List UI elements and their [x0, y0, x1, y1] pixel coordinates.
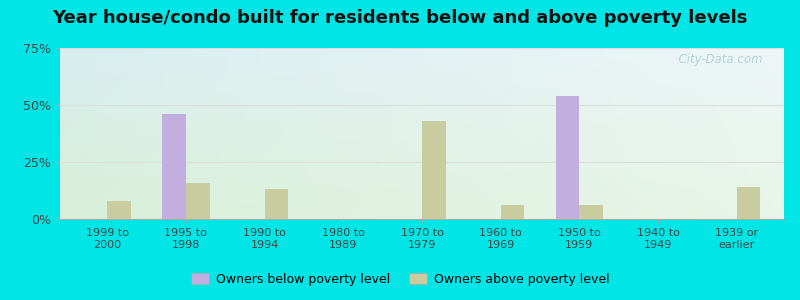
Text: Year house/condo built for residents below and above poverty levels: Year house/condo built for residents bel…	[52, 9, 748, 27]
Bar	[162, 114, 186, 219]
Legend: Owners below poverty level, Owners above poverty level: Owners below poverty level, Owners above…	[186, 268, 614, 291]
Text: City-Data.com: City-Data.com	[670, 53, 762, 66]
Bar	[186, 182, 210, 219]
Bar	[265, 189, 288, 219]
Bar	[556, 96, 579, 219]
Bar	[422, 121, 446, 219]
Bar	[107, 201, 131, 219]
Bar	[737, 187, 760, 219]
Bar	[579, 205, 603, 219]
Bar	[501, 205, 524, 219]
